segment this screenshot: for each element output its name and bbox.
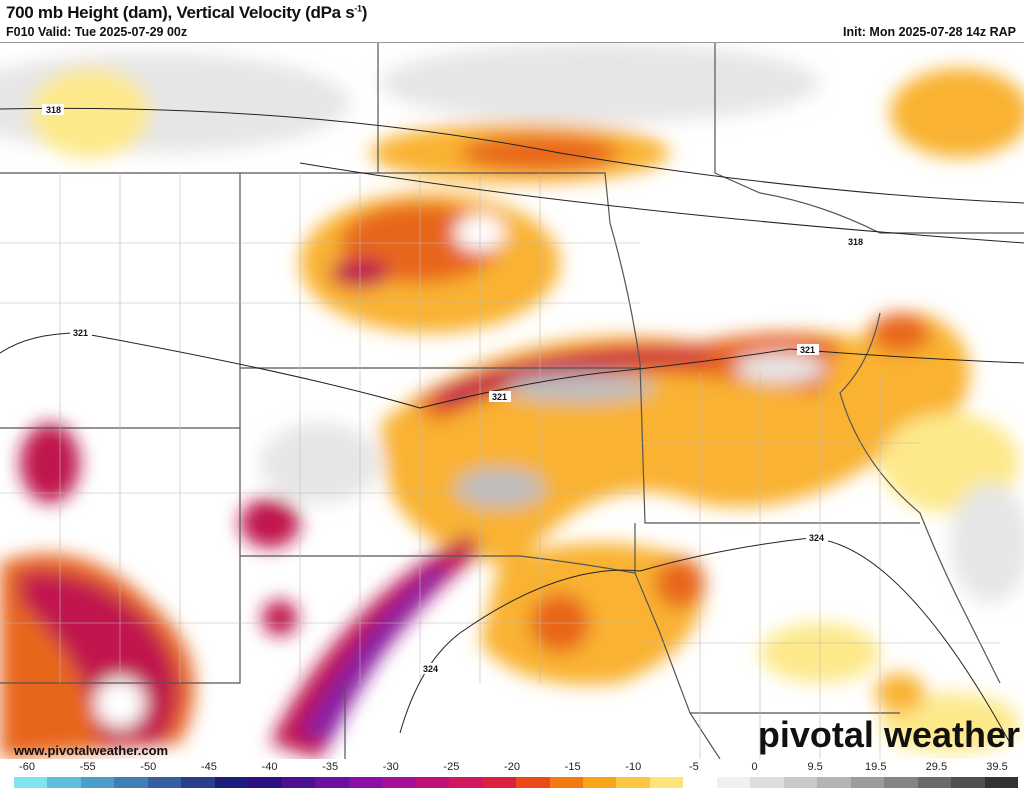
height-contours bbox=[0, 107, 1024, 744]
colorbar-label: -45 bbox=[200, 761, 217, 773]
colorbar-swatch bbox=[348, 777, 383, 788]
contour-label: 324 bbox=[423, 664, 438, 674]
contour-label: 321 bbox=[800, 345, 815, 355]
vertical-velocity-field bbox=[0, 43, 1024, 759]
colorbar-swatch bbox=[817, 777, 851, 788]
colorbar-swatch bbox=[315, 777, 349, 788]
brand-logo: pivotal weather bbox=[757, 714, 1020, 755]
colorbar-label: 0 bbox=[751, 761, 758, 773]
colorbar-swatch bbox=[917, 777, 952, 788]
colorbar-label: 9.5 bbox=[807, 761, 823, 773]
colorbar-swatch bbox=[80, 777, 115, 788]
colorbar-swatch bbox=[683, 777, 717, 788]
contour-318-a bbox=[0, 107, 1024, 204]
contour-318-b bbox=[299, 162, 1024, 244]
county-borders bbox=[0, 173, 1000, 759]
colorbar-swatch bbox=[750, 777, 784, 788]
colorbar-swatch bbox=[47, 777, 81, 788]
contour-label: 321 bbox=[73, 328, 88, 338]
contour-324 bbox=[399, 537, 1011, 744]
colorbar-swatch bbox=[951, 777, 985, 788]
map-title: 700 mb Height (dam), Vertical Velocity (… bbox=[6, 3, 367, 23]
title-text: 700 mb Height (dam), Vertical Velocity (… bbox=[6, 3, 355, 22]
title-superscript: -1 bbox=[354, 3, 362, 14]
colorbar-swatch bbox=[449, 777, 483, 788]
colorbar-label: -35 bbox=[322, 761, 339, 773]
contour-label: 324 bbox=[809, 533, 824, 543]
colorbar-swatch bbox=[516, 777, 550, 788]
colorbar-label: 19.5 bbox=[865, 761, 887, 773]
colorbar-swatch bbox=[716, 777, 751, 788]
colorbar-label: -25 bbox=[443, 761, 460, 773]
colorbar-swatch bbox=[214, 777, 249, 788]
colorbar-label: -10 bbox=[625, 761, 642, 773]
colorbar-swatch bbox=[181, 777, 215, 788]
colorbar-label: -20 bbox=[504, 761, 520, 773]
colorbar-label: 29.5 bbox=[925, 761, 948, 773]
colorbar bbox=[14, 777, 1019, 788]
contour-label: 318 bbox=[46, 105, 61, 115]
watermark-url: www.pivotalweather.com bbox=[14, 743, 169, 758]
colorbar-label: -60 bbox=[19, 761, 35, 773]
colorbar-swatch bbox=[114, 777, 148, 788]
colorbar-label: -15 bbox=[564, 761, 581, 773]
title-close: ) bbox=[361, 3, 368, 22]
colorbar-swatch bbox=[582, 777, 617, 788]
colorbar-label: -5 bbox=[688, 761, 699, 773]
colorbar-swatch bbox=[649, 777, 684, 788]
colorbar-swatch bbox=[415, 777, 450, 788]
contour-321 bbox=[0, 332, 1024, 409]
colorbar-swatch bbox=[884, 777, 918, 788]
contour-label: 318 bbox=[848, 237, 863, 247]
valid-time: F010 Valid: Tue 2025-07-29 00z bbox=[6, 25, 188, 39]
colorbar-swatch bbox=[281, 777, 316, 788]
colorbar-label: -50 bbox=[140, 761, 157, 773]
colorbar-label: -40 bbox=[261, 761, 278, 773]
colorbar-swatch bbox=[14, 777, 48, 788]
contour-label: 321 bbox=[492, 392, 507, 402]
colorbar-swatch bbox=[984, 777, 1019, 788]
colorbar-label: -30 bbox=[382, 761, 399, 773]
colorbar-swatch bbox=[850, 777, 885, 788]
colorbar-label: -55 bbox=[79, 761, 96, 773]
colorbar-swatch bbox=[382, 777, 416, 788]
weather-map: 318 318 321 321 321 324 324 bbox=[0, 42, 1024, 759]
colorbar-swatch bbox=[783, 777, 818, 788]
colorbar-swatch bbox=[248, 777, 282, 788]
colorbar-label: 39.5 bbox=[986, 761, 1008, 773]
colorbar-swatch bbox=[482, 777, 517, 788]
init-time: Init: Mon 2025-07-28 14z RAP bbox=[843, 25, 1016, 39]
colorbar-swatch bbox=[147, 777, 182, 788]
colorbar-swatch bbox=[549, 777, 583, 788]
colorbar-labels: -60 -55 -50 -45 -40 -35 -30 -25 -20 -15 -10 -5 0 9.5 1… bbox=[0, 761, 1024, 775]
colorbar-swatch bbox=[616, 777, 650, 788]
